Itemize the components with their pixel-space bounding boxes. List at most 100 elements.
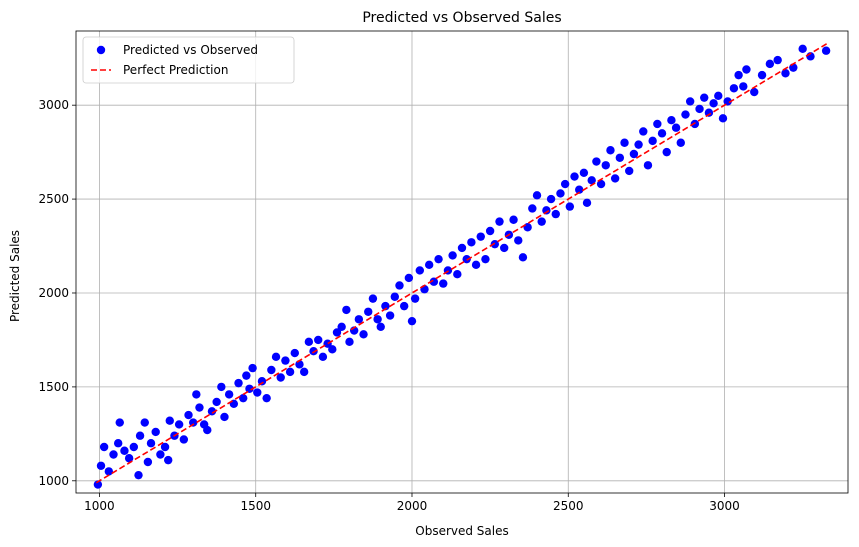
data-point-79	[429, 277, 439, 286]
legend-label-scatter: Predicted vs Observed	[123, 43, 258, 57]
data-point-40	[253, 388, 262, 397]
data-point-56	[328, 345, 337, 354]
data-point-0	[93, 480, 103, 489]
data-point-147	[750, 87, 759, 97]
data-point-116	[601, 161, 610, 170]
data-point-151	[781, 69, 790, 78]
data-point-91	[485, 226, 495, 236]
data-point-50	[299, 367, 309, 377]
data-point-120	[620, 138, 629, 147]
data-point-83	[448, 251, 457, 260]
x-tick-label-1: 1500	[240, 499, 271, 513]
data-point-76	[415, 266, 425, 275]
data-point-105	[551, 209, 560, 219]
data-point-64	[364, 307, 373, 316]
data-point-142	[723, 97, 732, 106]
data-point-38	[245, 384, 254, 393]
data-point-37	[242, 371, 251, 380]
data-point-62	[354, 315, 364, 324]
data-point-145	[739, 82, 748, 91]
data-point-137	[700, 93, 709, 102]
data-point-128	[657, 129, 667, 138]
data-point-71	[395, 281, 404, 290]
data-point-21	[174, 420, 184, 429]
data-point-99	[523, 223, 532, 232]
data-point-149	[765, 59, 775, 69]
data-point-31	[217, 382, 226, 392]
data-point-29	[207, 407, 217, 416]
data-point-39	[248, 363, 257, 373]
data-point-15	[151, 427, 160, 437]
y-tick-label-0: 1000	[38, 474, 69, 488]
data-point-19	[165, 416, 174, 425]
data-point-153	[798, 44, 807, 54]
data-point-125	[643, 161, 653, 170]
data-point-4	[109, 450, 118, 459]
data-point-22	[179, 435, 189, 444]
data-point-132	[676, 138, 685, 147]
data-point-114	[592, 157, 601, 166]
data-point-11	[135, 431, 145, 440]
data-point-18	[164, 455, 173, 465]
data-point-67	[376, 322, 385, 331]
data-point-52	[309, 347, 318, 356]
data-point-81	[439, 279, 448, 288]
data-point-75	[410, 294, 420, 303]
data-point-53	[314, 335, 323, 345]
legend-box	[82, 36, 295, 84]
data-point-122	[629, 149, 639, 159]
data-point-90	[481, 254, 490, 264]
data-point-44	[271, 352, 281, 362]
data-point-51	[304, 337, 314, 347]
data-point-130	[667, 116, 676, 125]
data-point-2	[99, 442, 109, 452]
data-point-10	[134, 470, 143, 480]
data-point-41	[257, 377, 267, 386]
data-point-97	[514, 236, 523, 245]
data-point-73	[404, 273, 414, 283]
data-point-8	[124, 454, 134, 463]
data-point-43	[267, 365, 276, 375]
data-point-127	[653, 119, 662, 129]
data-point-36	[239, 393, 248, 403]
data-point-72	[399, 301, 409, 311]
reference-line-layer	[95, 42, 829, 484]
data-point-5	[113, 439, 123, 448]
data-point-135	[690, 119, 700, 129]
x-tick-label-2: 2000	[397, 499, 428, 513]
data-point-45	[276, 373, 285, 382]
data-point-17	[160, 442, 170, 452]
y-tick-label-2: 2000	[38, 286, 69, 300]
data-point-124	[639, 127, 648, 136]
data-point-118	[610, 174, 620, 183]
data-point-150	[773, 55, 782, 65]
x-tick-label-3: 2500	[553, 499, 584, 513]
x-axis-title: Observed Sales	[415, 524, 509, 538]
data-points	[93, 44, 831, 489]
data-point-68	[381, 301, 390, 311]
data-point-144	[734, 70, 743, 80]
data-point-80	[434, 254, 443, 264]
axis-ticks: 1000 1500 2000 2500 3000 1000 1500 2000 2500 3000	[38, 98, 739, 513]
data-point-88	[471, 260, 481, 270]
data-point-111	[579, 168, 589, 177]
data-point-104	[546, 194, 556, 204]
data-point-66	[373, 315, 382, 324]
data-point-131	[671, 123, 681, 132]
legend-label-line: Perfect Prediction	[123, 63, 228, 77]
data-point-113	[587, 176, 596, 185]
data-point-143	[729, 84, 739, 93]
data-point-34	[229, 399, 239, 408]
perfect-prediction-line	[95, 42, 829, 484]
y-tick-label-3: 2500	[38, 192, 69, 206]
data-point-28	[203, 425, 212, 435]
data-point-32	[220, 412, 229, 422]
data-point-93	[495, 217, 504, 226]
data-point-133	[681, 110, 690, 119]
legend: Predicted vs Observed Perfect Prediction	[82, 36, 295, 84]
data-point-47	[285, 367, 295, 377]
data-point-109	[570, 172, 579, 181]
data-point-115	[596, 179, 606, 189]
data-point-42	[262, 393, 271, 403]
